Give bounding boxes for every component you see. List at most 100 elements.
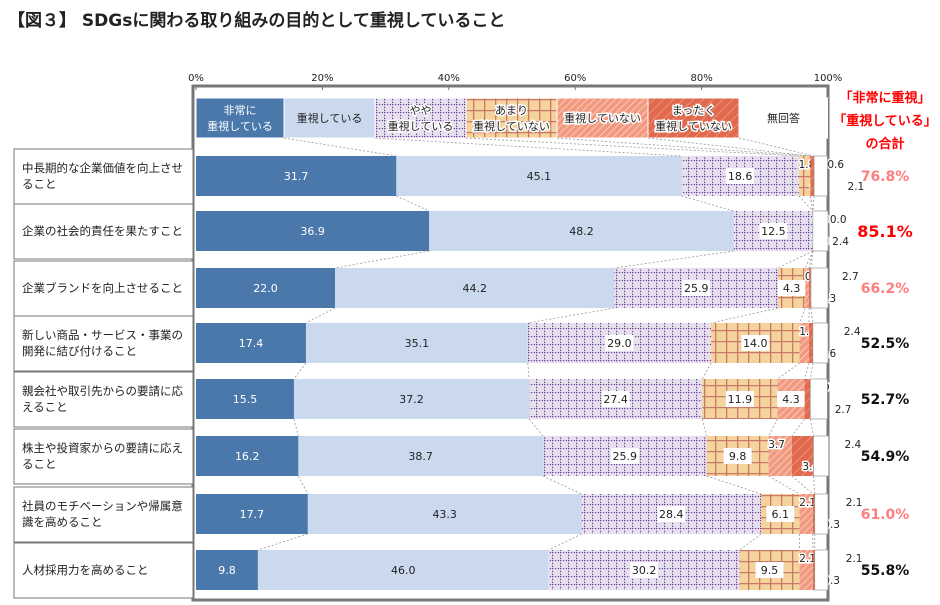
x-tick-label: 80% [690, 73, 712, 84]
connector-line [777, 362, 800, 380]
connector-line [465, 137, 799, 157]
data-label: 3.7 [768, 439, 785, 451]
data-label-bg [630, 562, 659, 578]
bar-segment [812, 550, 815, 590]
data-label: 18.6 [728, 170, 753, 183]
connector-line [701, 362, 712, 380]
category-label: 社員のモチベーションや帰属意 [22, 499, 183, 513]
data-label: 2.7 [842, 271, 859, 283]
data-label-bg [657, 506, 686, 522]
data-label: 4.3 [782, 393, 800, 406]
data-label: 29.0 [607, 337, 632, 350]
connector-line [809, 362, 814, 380]
connector-line [777, 250, 814, 269]
bar-segment [791, 436, 814, 476]
data-label: 2.4 [832, 236, 849, 248]
bar-segment [196, 379, 294, 419]
totals-header: 「非常に重視」 [839, 90, 930, 106]
bar-segment [196, 436, 299, 476]
data-label: 17.7 [240, 508, 265, 521]
data-label: 0.0 [830, 214, 847, 226]
data-label: 15.5 [233, 393, 258, 406]
bar-segment [196, 211, 430, 251]
data-label: 2.1 [846, 497, 863, 509]
data-label: 28.4 [659, 508, 684, 521]
legend-border [828, 98, 829, 138]
category-label-box [13, 486, 194, 543]
connector-line [804, 250, 814, 269]
legend-label: 非常に [224, 104, 257, 117]
bar-segment [812, 210, 829, 252]
connector-line [681, 195, 734, 212]
data-label: 25.9 [684, 282, 709, 295]
connector-line [706, 475, 762, 495]
data-label: 25.9 [613, 450, 638, 463]
bar-segment [814, 549, 829, 591]
x-tick-label: 20% [311, 73, 333, 84]
bar-segment [429, 211, 734, 251]
data-label-bg [766, 506, 795, 522]
legend-swatch [647, 97, 740, 139]
legend-label: 重視している [297, 111, 363, 125]
data-label: 22.0 [253, 282, 278, 295]
connector-line [768, 475, 800, 495]
bar-segment [196, 550, 258, 590]
connector-line [548, 533, 582, 551]
data-label-bg [726, 168, 755, 184]
data-label-bg [682, 280, 711, 296]
connector-line [396, 195, 430, 212]
data-label-bg [610, 448, 639, 464]
bar-segment [768, 436, 792, 476]
connector-line [528, 418, 544, 437]
total-value: 76.8% [861, 169, 910, 185]
category-label: 識を高めること [22, 515, 103, 529]
bar-segment [813, 435, 829, 477]
bar-segment [799, 494, 813, 534]
category-label-box [13, 203, 194, 260]
connector-line [804, 362, 810, 380]
legend-label: 無回答 [767, 111, 800, 125]
category-label-box [13, 428, 194, 485]
totals-header: の合計 [865, 136, 904, 152]
data-label: 37.2 [399, 393, 424, 406]
bar-segment [812, 494, 815, 534]
legend-swatch [374, 97, 467, 139]
category-label-box [13, 260, 194, 317]
data-label: 14.0 [743, 337, 768, 350]
connector-line [813, 475, 816, 495]
connector-line [739, 533, 762, 551]
category-label: 企業ブランドを向上させること [22, 281, 183, 295]
category-label-box [13, 315, 194, 372]
data-label-bg [601, 391, 630, 407]
legend-label: 重視している [207, 119, 273, 133]
bar-segment [196, 268, 336, 308]
connector-line [647, 137, 811, 157]
connector-line [810, 250, 814, 269]
connector-line [293, 362, 307, 380]
data-label: 9.5 [761, 564, 779, 577]
bar-segment [293, 379, 530, 419]
connector-line [257, 533, 308, 551]
connector-line [710, 307, 779, 324]
connector-line [374, 137, 682, 157]
data-label: 44.2 [462, 282, 487, 295]
bar-segment [809, 268, 811, 308]
bar-segment [196, 494, 308, 534]
data-label: 0.6 [827, 159, 844, 171]
connector-line [542, 475, 582, 495]
total-value: 55.8% [861, 563, 910, 579]
connector-line [810, 307, 814, 324]
data-label: 38.7 [408, 450, 433, 463]
data-label: 31.7 [284, 170, 309, 183]
x-tick-label: 60% [564, 73, 586, 84]
data-label: 4.3 [783, 282, 801, 295]
data-label: 17.4 [239, 337, 264, 350]
total-value: 52.5% [861, 336, 910, 352]
data-label-bg [741, 335, 770, 351]
data-label: 2.4 [844, 326, 861, 338]
connector-line [768, 418, 778, 437]
x-tick-label: 40% [438, 73, 460, 84]
category-label: 新しい商品・サービス・事業の [22, 328, 183, 342]
